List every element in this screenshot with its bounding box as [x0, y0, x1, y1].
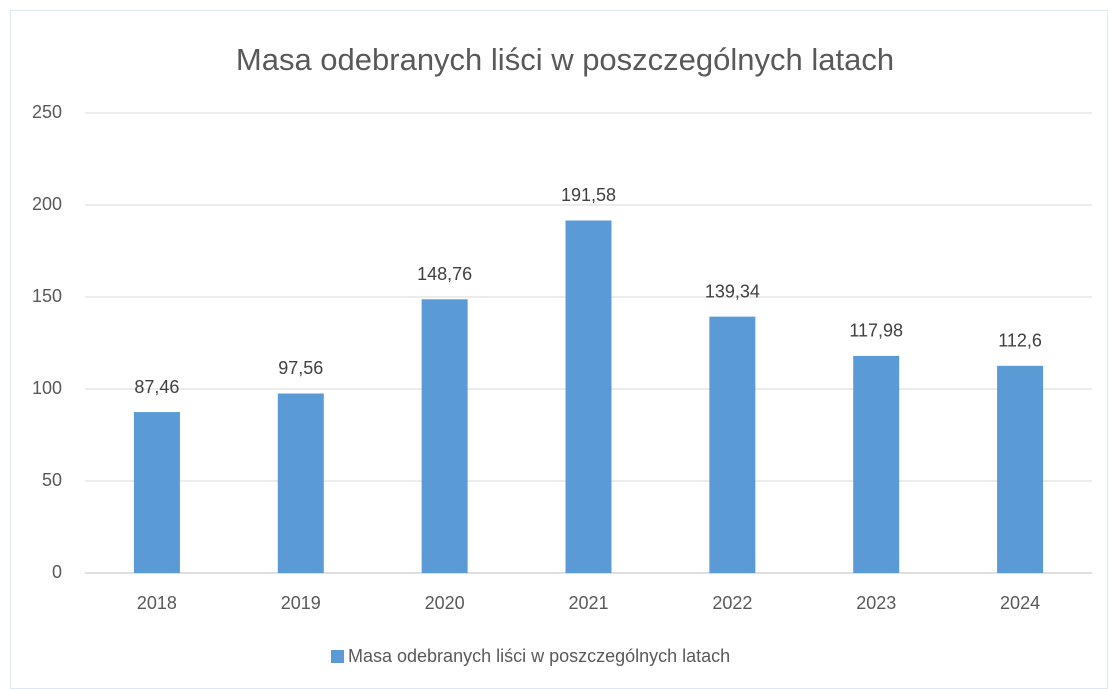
- x-tick-label: 2024: [1000, 593, 1040, 613]
- y-tick-label: 100: [32, 378, 62, 398]
- x-tick-label: 2020: [425, 593, 465, 613]
- data-label: 191,58: [561, 185, 616, 205]
- data-label: 139,34: [705, 281, 760, 301]
- x-tick-label: 2019: [281, 593, 321, 613]
- bar: [277, 393, 324, 573]
- x-tick-label: 2022: [712, 593, 752, 613]
- data-label: 97,56: [278, 358, 323, 378]
- x-tick-label: 2018: [137, 593, 177, 613]
- y-tick-label: 0: [52, 562, 62, 582]
- bar: [565, 220, 612, 573]
- y-tick-label: 50: [42, 470, 62, 490]
- chart-border: [10, 10, 1108, 689]
- x-tick-label: 2021: [568, 593, 608, 613]
- y-tick-label: 250: [32, 102, 62, 122]
- chart-title: Masa odebranych liści w poszczególnych l…: [236, 42, 894, 77]
- data-label: 87,46: [134, 377, 179, 397]
- data-label: 148,76: [417, 264, 472, 284]
- y-tick-label: 200: [32, 194, 62, 214]
- y-tick-label: 150: [32, 286, 62, 306]
- x-tick-label: 2023: [856, 593, 896, 613]
- legend-swatch: [331, 650, 344, 663]
- bar: [133, 412, 180, 573]
- bar: [709, 316, 756, 573]
- bar: [853, 355, 900, 573]
- data-label: 117,98: [849, 321, 903, 341]
- data-label: 112,6: [998, 331, 1042, 351]
- legend-label: Masa odebranych liści w poszczególnych l…: [348, 646, 730, 666]
- bar: [997, 365, 1044, 573]
- bar: [421, 299, 468, 573]
